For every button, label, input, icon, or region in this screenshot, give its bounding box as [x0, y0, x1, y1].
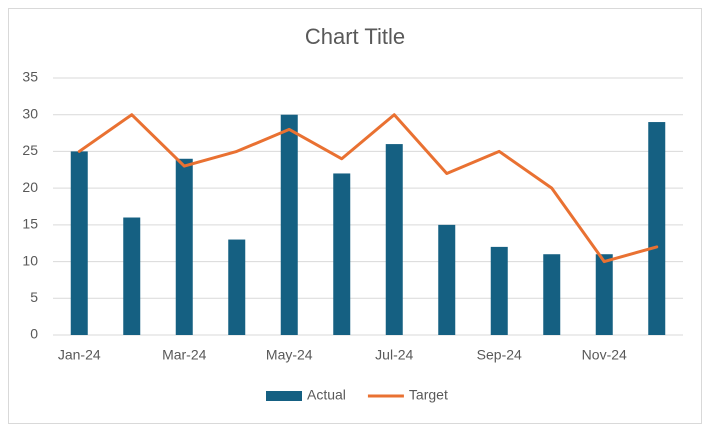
bar [70, 151, 88, 335]
y-tick-label: 15 [22, 216, 38, 232]
bar [385, 144, 403, 335]
y-tick-label: 5 [30, 289, 38, 305]
bar [123, 217, 141, 335]
y-tick-label: 25 [22, 142, 38, 158]
bar [228, 239, 246, 335]
legend-swatch [266, 391, 302, 401]
bar [438, 224, 456, 335]
y-tick-label: 0 [30, 326, 38, 342]
y-tick-label: 10 [22, 252, 38, 268]
chart-title: Chart Title [305, 24, 405, 49]
x-tick-label: Jan-24 [58, 347, 101, 363]
bar [490, 246, 508, 335]
x-tick-label: May-24 [266, 347, 313, 363]
x-tick-label: Sep-24 [477, 347, 522, 363]
bar [333, 173, 351, 335]
x-tick-label: Jul-24 [375, 347, 413, 363]
y-tick-label: 30 [22, 105, 38, 121]
y-tick-label: 35 [22, 69, 38, 85]
x-tick-label: Nov-24 [582, 347, 627, 363]
bar [280, 114, 298, 335]
line [77, 113, 659, 264]
legend-label: Actual [307, 387, 346, 403]
bar [648, 122, 666, 335]
x-tick-label: Mar-24 [162, 347, 207, 363]
y-tick-label: 20 [22, 179, 38, 195]
legend-label: Target [409, 387, 448, 403]
bar [175, 158, 193, 335]
bar [543, 254, 561, 335]
bar [595, 254, 613, 335]
